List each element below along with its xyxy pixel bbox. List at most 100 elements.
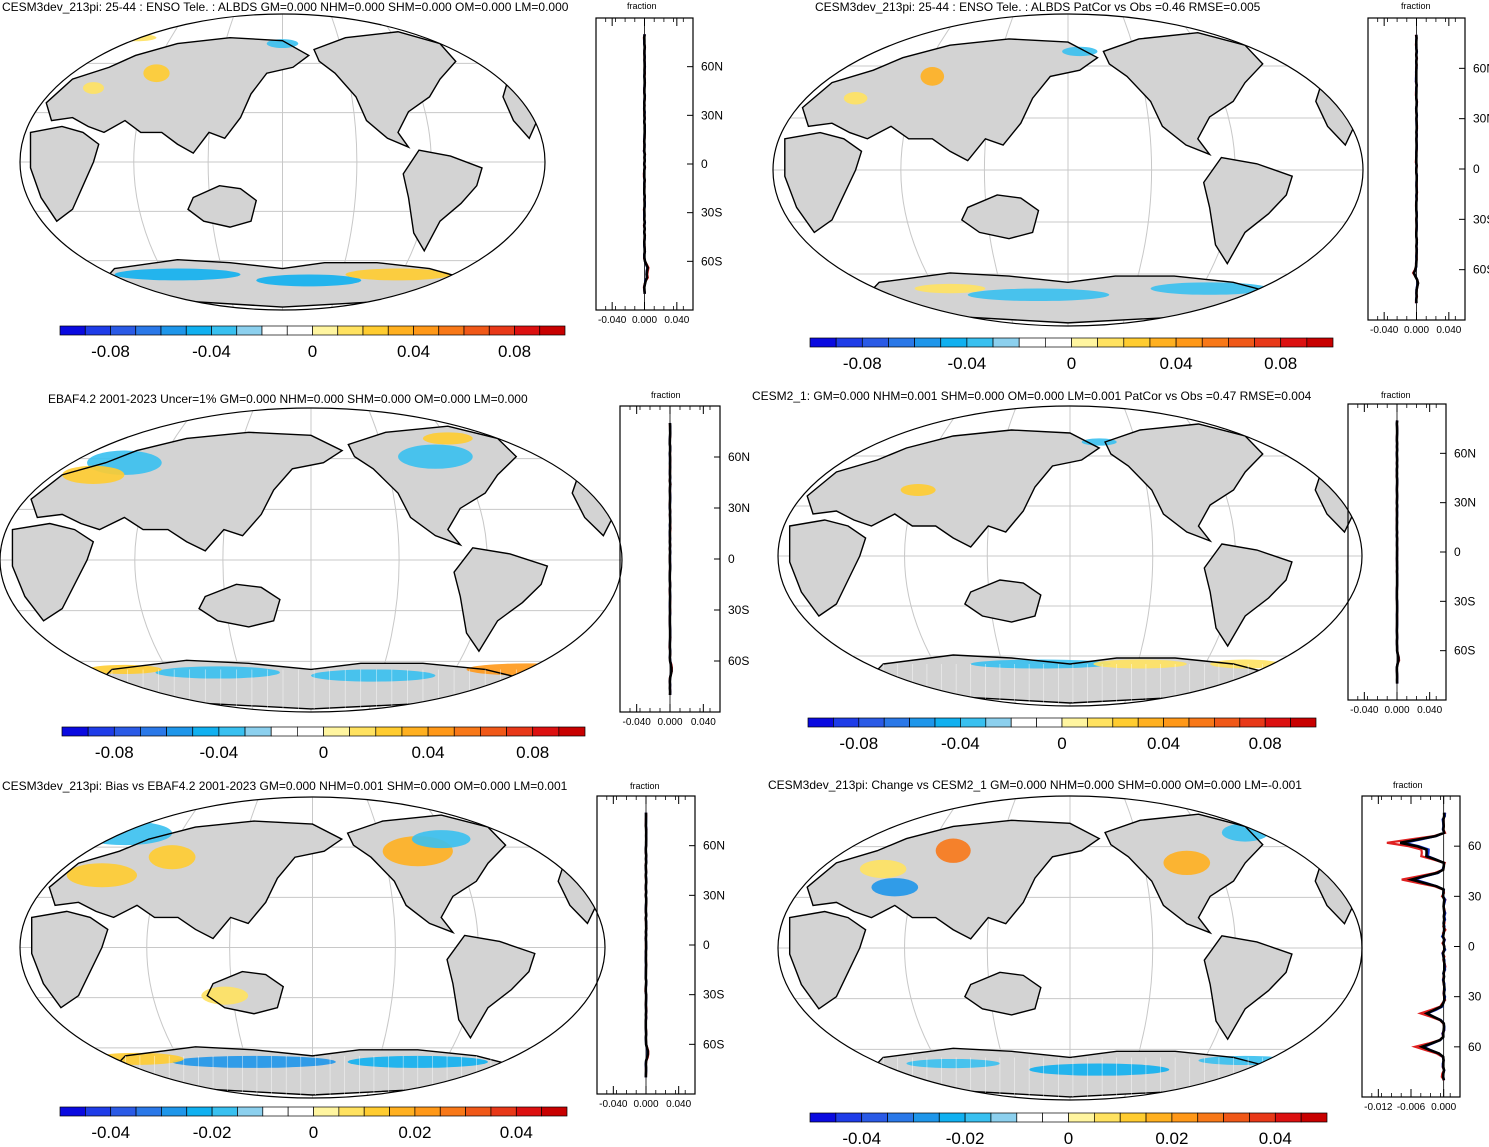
colorbar-cell xyxy=(835,1112,863,1123)
panel-4-title: CESM2_1: GM=0.000 NHM=0.001 SHM=0.000 OM… xyxy=(752,389,1312,403)
colorbar-cell xyxy=(349,726,377,737)
land-australia xyxy=(961,194,1039,239)
profile-xtick-label: 0.000 xyxy=(632,315,657,326)
profile-lat-label: 60N xyxy=(701,60,723,74)
colorbar-cell xyxy=(1123,337,1151,348)
colorbar-cell xyxy=(110,325,137,336)
colorbar-tick-label: -0.08 xyxy=(839,734,878,753)
coastline-eurasia xyxy=(48,820,344,940)
anomaly-patch xyxy=(906,1058,1000,1069)
coastline-eurasia xyxy=(806,429,1101,548)
anomaly-patch xyxy=(148,845,196,870)
profile-xtick-label: 0.040 xyxy=(1417,705,1442,716)
coastline-samerica xyxy=(402,149,483,253)
map-border xyxy=(19,13,546,311)
colorbar-cell xyxy=(439,1106,466,1117)
colorbar-cell xyxy=(211,325,238,336)
colorbar-tick-label: 0.04 xyxy=(397,342,430,361)
colorbar-tick-label: 0 xyxy=(1057,734,1066,753)
colorbar-tick-label: -0.02 xyxy=(193,1123,232,1142)
profile-lat-label: 30 xyxy=(1468,889,1482,903)
colorbar-tick-label: -0.04 xyxy=(842,1129,881,1147)
panel-3-colorbar: -0.08 -0.04 0 0.04 0.08 xyxy=(61,726,586,762)
land-europe xyxy=(558,863,600,924)
colorbar-cell xyxy=(140,726,167,737)
profile-lat-label: 60S xyxy=(728,654,749,668)
coastline-africa xyxy=(784,131,863,234)
coastline-namerica xyxy=(1104,423,1264,543)
colorbar-cell xyxy=(244,726,272,737)
colorbar-cell xyxy=(313,1106,340,1117)
coastline-namerica xyxy=(1104,813,1264,935)
profile-lat-label: 30S xyxy=(1473,212,1489,226)
colorbar-cell xyxy=(1068,1112,1095,1123)
colorbar-cell xyxy=(888,337,915,348)
panel-6: CESM3dev_213pi: Change vs CESM2_1 GM=0.0… xyxy=(768,778,1482,1147)
anomaly-patch xyxy=(345,268,451,281)
colorbar-cell xyxy=(192,726,220,737)
coastline-eurasia xyxy=(30,431,344,552)
colorbar-tick-label: 0.04 xyxy=(1259,1129,1292,1147)
land-africa xyxy=(31,911,108,1008)
anomaly-patch xyxy=(1093,659,1187,669)
panel-3-profile: -0.040 0.000 0.040 60N 30N 0 30S 60S xyxy=(619,405,750,728)
colorbar-cell xyxy=(61,726,89,737)
colorbar-cell xyxy=(427,726,455,737)
colorbar-cell xyxy=(312,325,339,336)
colorbar-cell xyxy=(914,337,942,348)
anomaly-patch xyxy=(155,666,280,679)
colorbar-tick-label: 0.02 xyxy=(398,1123,431,1142)
anomaly-patch xyxy=(1163,850,1211,876)
anomaly-patch xyxy=(914,283,986,294)
colorbar-cell xyxy=(236,325,263,336)
panel-6-map xyxy=(777,795,1363,1101)
panel-2-title: CESM3dev_213pi: 25-44 : ENSO Tele. : ALB… xyxy=(815,0,1261,14)
colorbar-cell xyxy=(1239,717,1266,728)
colorbar-cell xyxy=(297,726,324,737)
profile-lat-label: 60S xyxy=(1473,263,1489,277)
map-border xyxy=(777,405,1363,707)
colorbar-cell xyxy=(338,1106,365,1117)
panel-6-title: CESM3dev_213pi: Change vs CESM2_1 GM=0.0… xyxy=(768,778,1302,792)
colorbar-cell xyxy=(1197,1112,1224,1123)
profile-series-black xyxy=(668,422,673,696)
anomaly-patch xyxy=(871,878,919,897)
profile-lat-label: 30N xyxy=(703,888,725,902)
colorbar-cell xyxy=(960,717,987,728)
colorbar-tick-label: 0.04 xyxy=(1147,734,1180,753)
coastline-samerica xyxy=(453,547,549,653)
profile-lat-label: 0 xyxy=(728,552,735,566)
colorbar-cell xyxy=(1274,1112,1302,1123)
panel-4-colorbar: -0.08 -0.04 0 0.04 0.08 xyxy=(807,717,1317,753)
profile-lat-label: 0 xyxy=(703,938,710,952)
colorbar-cell xyxy=(211,1106,238,1117)
panel-5-colorbar: -0.04 -0.02 0 0.02 0.04 xyxy=(59,1106,568,1142)
colorbar-cell xyxy=(1280,337,1308,348)
colorbar-cell xyxy=(913,1112,940,1123)
colorbar-tick-label: -0.08 xyxy=(95,743,134,762)
coastline-africa xyxy=(29,125,100,223)
colorbar-cell xyxy=(558,726,586,737)
land-europe xyxy=(1315,472,1357,532)
profile-lat-label: 60 xyxy=(1468,1040,1482,1054)
colorbar-cell xyxy=(506,726,534,737)
profile-xtick-label: 0.000 xyxy=(657,717,682,728)
map-body xyxy=(20,797,605,1098)
profile-lat-label: 0 xyxy=(1473,162,1480,176)
colorbar-tick-label: 0.08 xyxy=(1249,734,1282,753)
land-africa xyxy=(784,132,862,233)
colorbar-tick-label: 0 xyxy=(309,1123,318,1142)
colorbar-cell xyxy=(465,1106,492,1117)
map-body xyxy=(0,408,622,712)
profile-lat-label: 30N xyxy=(701,108,723,122)
colorbar-cell xyxy=(1223,1112,1250,1123)
colorbar-cell xyxy=(985,717,1012,728)
coastline-australia xyxy=(198,583,281,628)
profile-lat-label: 0 xyxy=(701,157,708,171)
coastline-australia xyxy=(963,579,1042,623)
colorbar-cell xyxy=(401,726,429,737)
profile-series-black xyxy=(1399,812,1446,1081)
colorbar-cell xyxy=(541,1106,568,1117)
profile-lat-label: 30N xyxy=(728,501,750,515)
map-body xyxy=(778,406,1362,706)
